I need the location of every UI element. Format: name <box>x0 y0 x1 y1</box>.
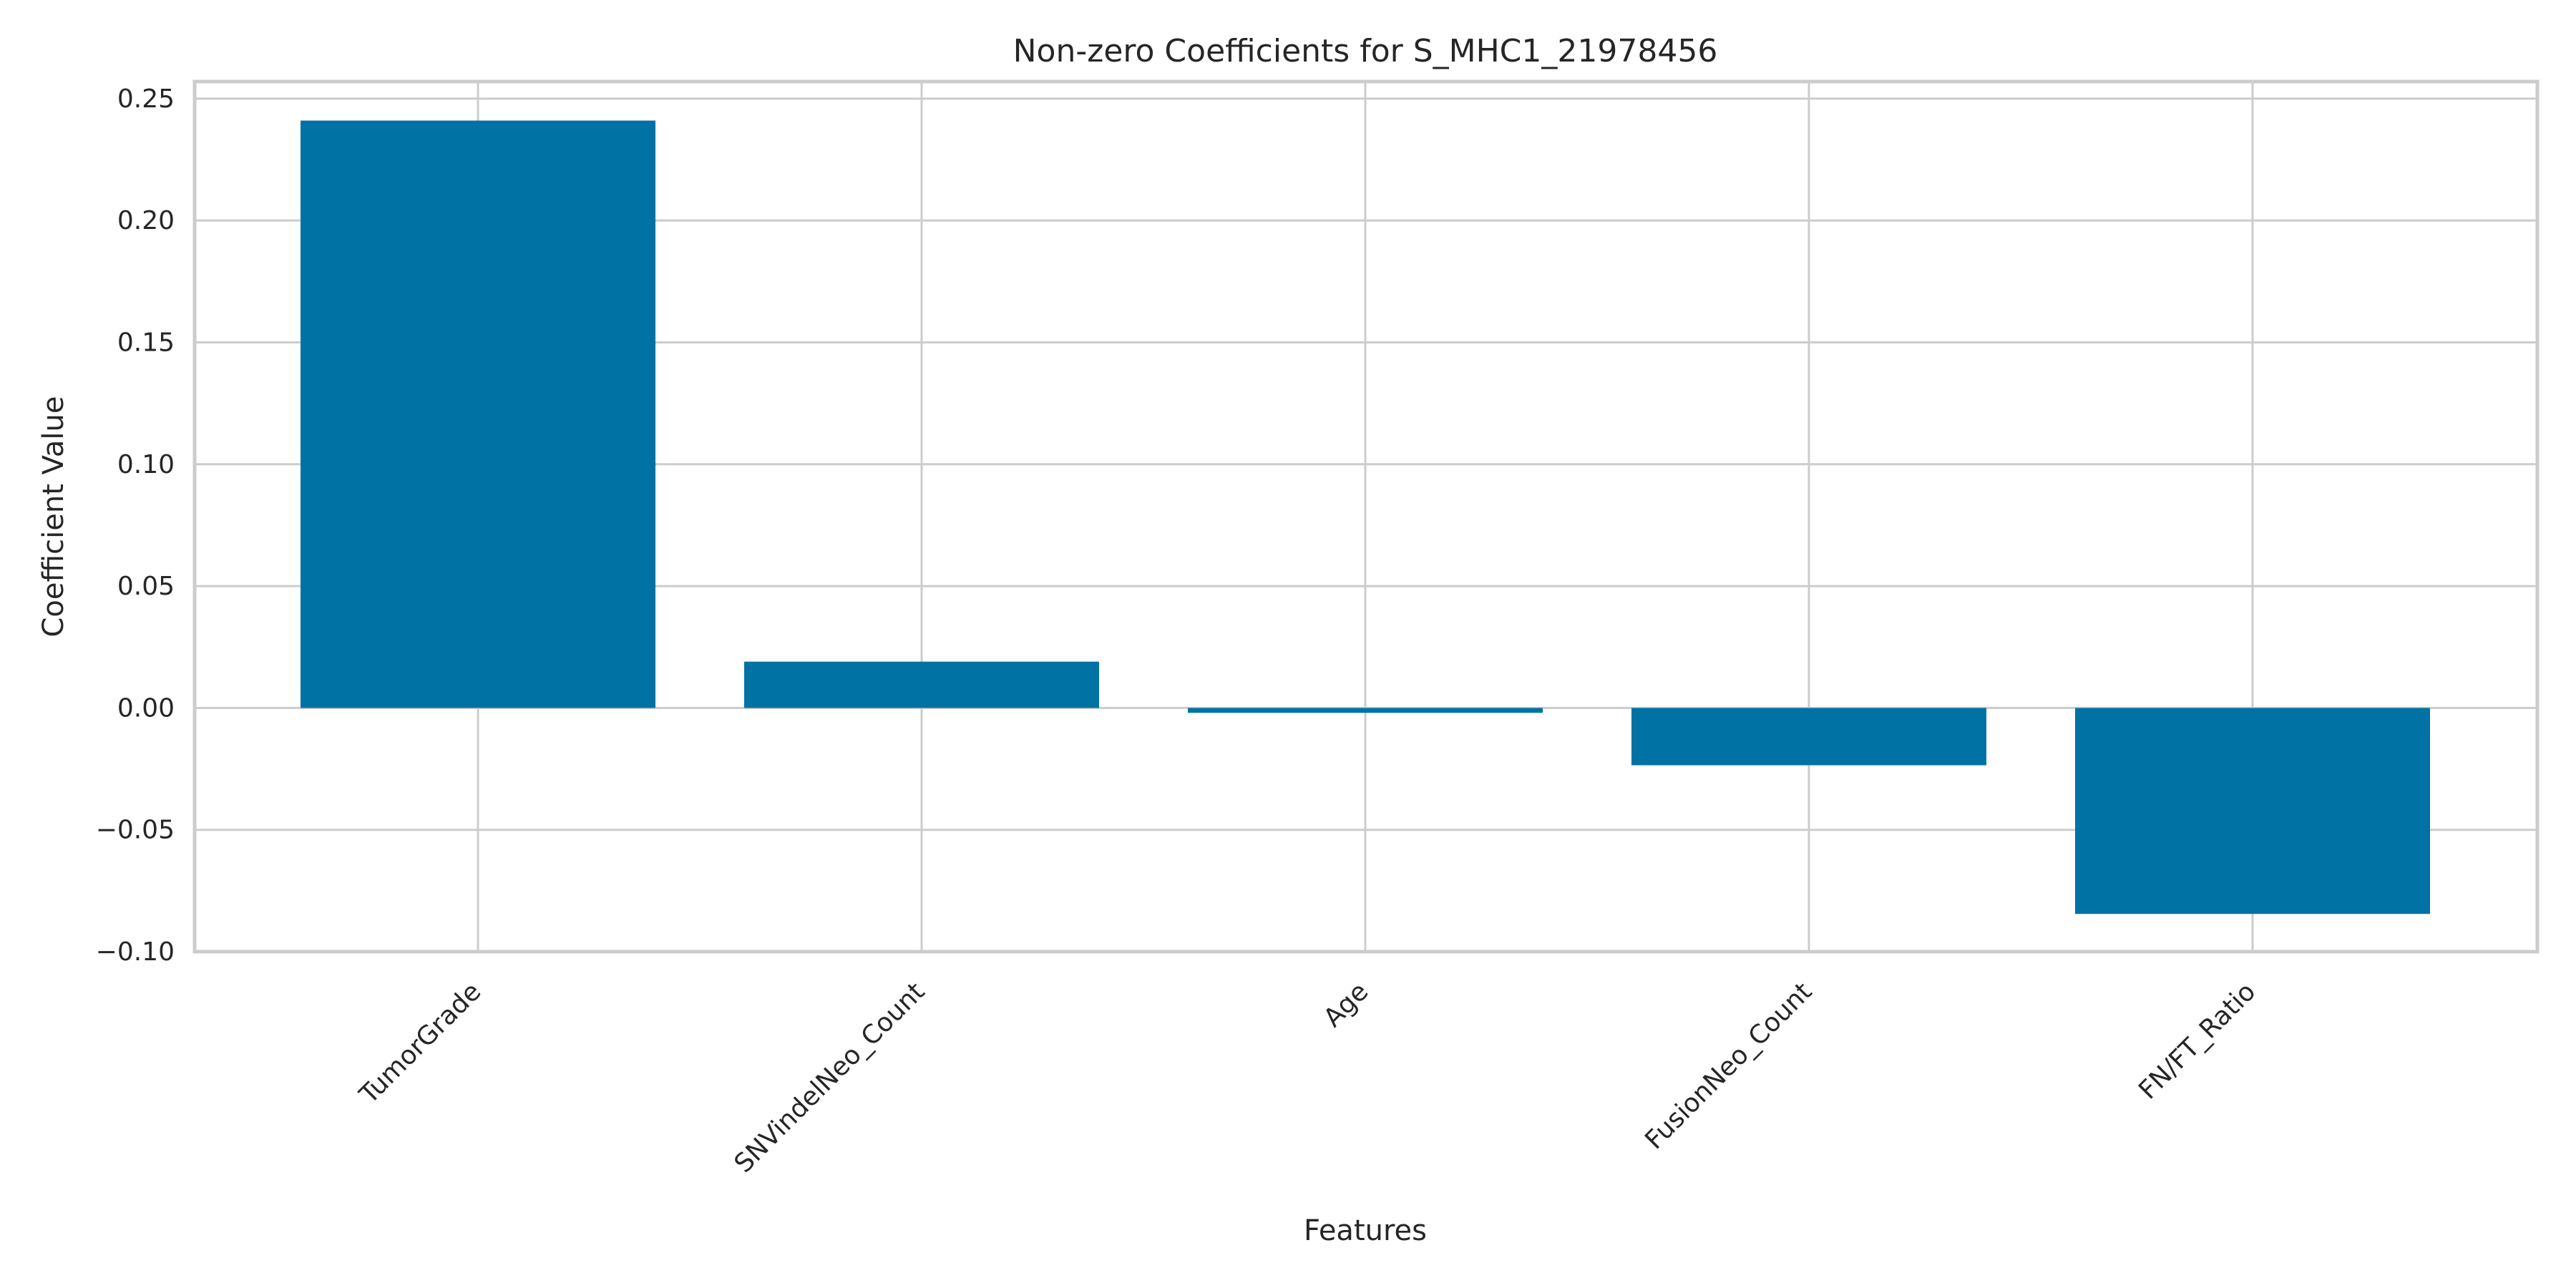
y-tick-label: 0.05 <box>117 572 175 601</box>
y-tick-label: 0.10 <box>117 450 175 479</box>
bar-age <box>1188 708 1543 713</box>
bar-tumorgrade <box>301 120 655 708</box>
bar-fusionneo-count <box>1631 708 1986 766</box>
bar-fn-ft-ratio <box>2075 708 2430 914</box>
bars <box>301 120 2430 914</box>
plot-frame <box>192 79 2540 954</box>
y-tick-label: 0.25 <box>117 84 175 114</box>
y-tick-labels: −0.10 −0.05 0.00 0.05 0.10 0.15 0.20 0.25 <box>96 84 175 967</box>
bar-snvindelneo-count <box>744 661 1099 708</box>
x-axis-label: Features <box>1304 1214 1427 1247</box>
y-tick-label: 0.15 <box>117 328 175 357</box>
chart-title: Non-zero Coefficients for S_MHC1_2197845… <box>1013 33 1718 69</box>
y-tick-label: 0.20 <box>117 206 175 235</box>
y-tick-label: −0.05 <box>96 816 175 845</box>
y-tick-label: −0.10 <box>96 937 175 967</box>
y-tick-label: 0.00 <box>117 693 175 723</box>
y-axis-label: Coefficient Value <box>37 396 70 638</box>
